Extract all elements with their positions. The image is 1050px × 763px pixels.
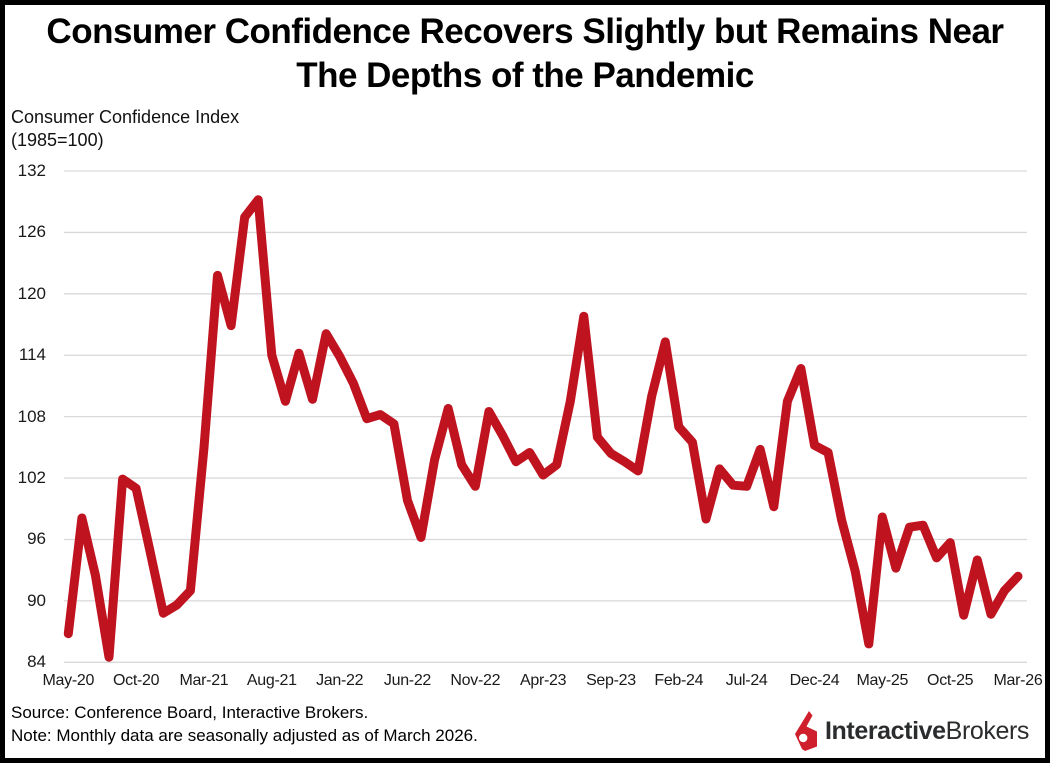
x-tick-label-Mar-26: Mar-26: [993, 672, 1043, 689]
chart-title: Consumer Confidence Recovers Slightly bu…: [0, 10, 1050, 98]
y-tick-label-114: 114: [18, 345, 46, 365]
x-tick-label-Apr-23: Apr-23: [520, 672, 567, 689]
y-tick-label-126: 126: [17, 222, 46, 242]
x-tick-label-May-25: May-25: [856, 672, 909, 689]
interactive-brokers-icon: [795, 711, 817, 751]
x-tick-label-Mar-21: Mar-21: [179, 672, 229, 689]
x-tick-label-Oct-25: Oct-25: [927, 672, 974, 689]
y-tick-label-120: 120: [17, 283, 46, 303]
y-tick-label-132: 132: [17, 161, 46, 180]
x-tick-label-Oct-20: Oct-20: [113, 672, 160, 689]
logo-text: InteractiveBrokers: [825, 717, 1029, 746]
note-text: Note: Monthly data are seasonally adjust…: [11, 726, 478, 745]
x-tick-label-Dec-24: Dec-24: [789, 672, 840, 689]
interactive-brokers-logo: InteractiveBrokers: [794, 710, 1029, 752]
chart-title-line1: Consumer Confidence Recovers Slightly bu…: [46, 12, 1004, 51]
y-tick-label-96: 96: [27, 529, 46, 549]
x-tick-label-Sep-23: Sep-23: [586, 672, 636, 689]
y-axis-unit-line1: Consumer Confidence Index: [11, 107, 240, 127]
source-text: Source: Conference Board, Interactive Br…: [11, 703, 369, 722]
logo-text-bold: Interactive: [825, 716, 946, 745]
y-tick-label-108: 108: [17, 406, 46, 426]
x-tick-label-Feb-24: Feb-24: [654, 672, 704, 689]
y-tick-label-102: 102: [17, 468, 46, 488]
x-tick-label-May-20: May-20: [42, 672, 95, 689]
x-tick-label-Jan-22: Jan-22: [316, 672, 364, 689]
chart-title-line2: The Depths of the Pandemic: [296, 56, 754, 95]
y-axis-unit-label: Consumer Confidence Index (1985=100): [11, 106, 239, 152]
x-tick-label-Jun-22: Jun-22: [383, 672, 432, 689]
logo-text-regular: Brokers: [945, 716, 1030, 745]
y-tick-label-84: 84: [27, 652, 46, 672]
y-tick-label-90: 90: [27, 590, 46, 610]
y-axis-unit-line2: (1985=100): [11, 130, 104, 150]
x-tick-label-Jul-24: Jul-24: [725, 672, 768, 689]
consumer-confidence-line: [63, 195, 1023, 662]
footer-notes: Source: Conference Board, Interactive Br…: [11, 701, 478, 747]
x-tick-label-Aug-21: Aug-21: [246, 672, 297, 689]
x-tick-label-Nov-22: Nov-22: [450, 672, 501, 689]
